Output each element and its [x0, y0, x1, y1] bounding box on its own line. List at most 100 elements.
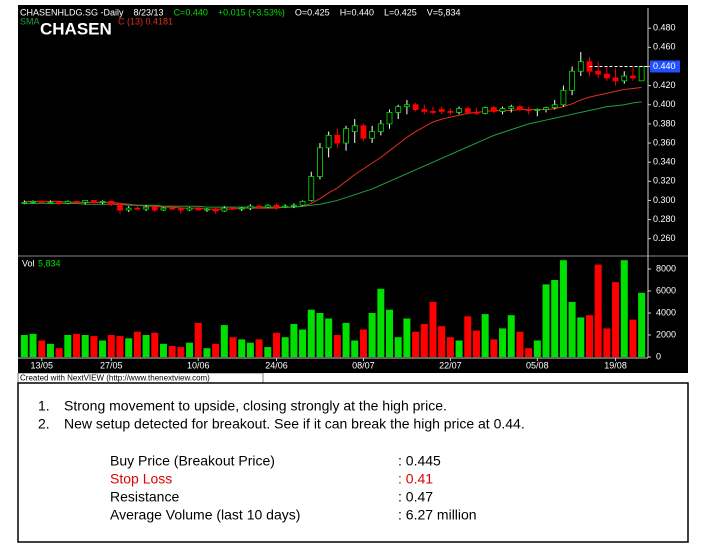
- candle-body: [638, 66, 645, 82]
- candle-body: [238, 207, 245, 210]
- candle-body: [560, 89, 567, 106]
- candle-body: [256, 205, 262, 208]
- candle-body: [160, 207, 167, 211]
- candle-body: [186, 207, 193, 211]
- y-tick-label: 0.340: [653, 157, 676, 167]
- x-tick-label: 10/06: [187, 360, 210, 370]
- volume-bar: [212, 343, 220, 357]
- candle-body: [264, 204, 271, 208]
- volume-bar: [481, 314, 489, 357]
- volume-bar: [246, 342, 254, 357]
- candle-body: [456, 108, 462, 113]
- volume-bar: [603, 328, 611, 357]
- volume-bar: [186, 342, 194, 357]
- volume-bar: [438, 326, 446, 357]
- candle-body: [282, 205, 289, 208]
- candle-body: [308, 176, 315, 201]
- y-tick-label: 4000: [656, 307, 676, 317]
- volume-bar: [394, 337, 402, 357]
- volume-bar: [446, 337, 454, 357]
- volume-bar: [542, 284, 550, 357]
- volume-bar: [116, 336, 124, 357]
- y-tick-label: 2000: [656, 329, 676, 339]
- candle-body: [508, 106, 515, 109]
- volume-bar: [620, 260, 628, 357]
- volume-bar: [333, 335, 341, 357]
- volume-bar: [325, 318, 333, 357]
- ma-legend: C (13) 0.4181: [118, 16, 173, 26]
- volume-bar: [238, 339, 246, 357]
- volume-bar: [229, 337, 237, 357]
- volume-bar: [568, 302, 576, 357]
- volume-bar: [220, 325, 228, 357]
- candle-body: [290, 204, 297, 207]
- candle-body: [430, 111, 436, 113]
- candle-body: [377, 123, 384, 132]
- last-price-box: [650, 60, 680, 73]
- volume-bar: [420, 324, 428, 357]
- volume-bar: [507, 315, 515, 357]
- volume-bar: [455, 340, 463, 357]
- volume-bar: [255, 339, 263, 357]
- volume-bar: [151, 332, 159, 357]
- note-number: 2.: [38, 416, 50, 432]
- plan-label: Resistance: [110, 489, 179, 505]
- chart-title: CHASEN: [40, 19, 112, 38]
- candle-body: [143, 206, 149, 210]
- candle-body: [621, 75, 628, 82]
- candle-body: [334, 134, 341, 144]
- volume-bar: [386, 309, 394, 357]
- candle-body: [351, 125, 358, 132]
- note-text: New setup detected for breakout. See if …: [64, 416, 525, 432]
- volume-bar: [464, 316, 472, 357]
- candle-body: [38, 201, 45, 203]
- candle-body: [404, 104, 410, 108]
- candle-body: [47, 201, 54, 204]
- volume-bar: [412, 331, 420, 357]
- plan-label: Buy Price (Breakout Price): [110, 453, 275, 469]
- candle-body: [517, 106, 523, 110]
- volume-bar: [342, 322, 350, 357]
- volume-bar: [290, 324, 298, 357]
- volume-bar: [368, 313, 376, 357]
- candle-body: [273, 204, 280, 208]
- last-price-label: 0.440: [653, 61, 676, 71]
- plan-value: : 0.41: [398, 471, 433, 487]
- candle-body: [412, 104, 419, 110]
- candle-body: [343, 128, 349, 144]
- moving-average: [24, 101, 642, 208]
- candle-body: [299, 201, 306, 206]
- volume-bar: [612, 282, 620, 357]
- volume-bar: [594, 264, 602, 357]
- candle-body: [64, 201, 71, 204]
- volume-bar: [281, 337, 289, 357]
- candle-body: [543, 107, 549, 110]
- y-tick-label: 0.460: [653, 42, 676, 52]
- candle-body: [525, 109, 532, 111]
- y-tick-label: 0.280: [653, 214, 676, 224]
- y-tick-label: 0.320: [653, 176, 676, 186]
- candle-body: [21, 201, 28, 204]
- plan-value: : 6.27 million: [398, 507, 477, 523]
- candle-body: [490, 107, 497, 112]
- volume-bar: [638, 292, 646, 357]
- volume-bar: [203, 348, 211, 357]
- plan-label: Stop Loss: [110, 471, 172, 487]
- volume-bar: [377, 288, 385, 357]
- candle-body: [577, 61, 584, 72]
- volume-bar: [299, 329, 307, 357]
- header-text: 8/23/13: [134, 7, 164, 17]
- candle-body: [169, 207, 176, 210]
- header-text: C=0.440: [174, 7, 208, 17]
- candle-body: [177, 208, 184, 211]
- volume-bar: [168, 346, 176, 357]
- header-text: L=0.425: [384, 7, 417, 17]
- volume-bar: [99, 340, 107, 357]
- volume-bar: [307, 309, 315, 357]
- candle-body: [438, 109, 445, 112]
- candle-body: [447, 111, 454, 113]
- volume-bar: [316, 313, 324, 357]
- candle-body: [125, 207, 132, 211]
- x-tick-label: 24/06: [265, 360, 288, 370]
